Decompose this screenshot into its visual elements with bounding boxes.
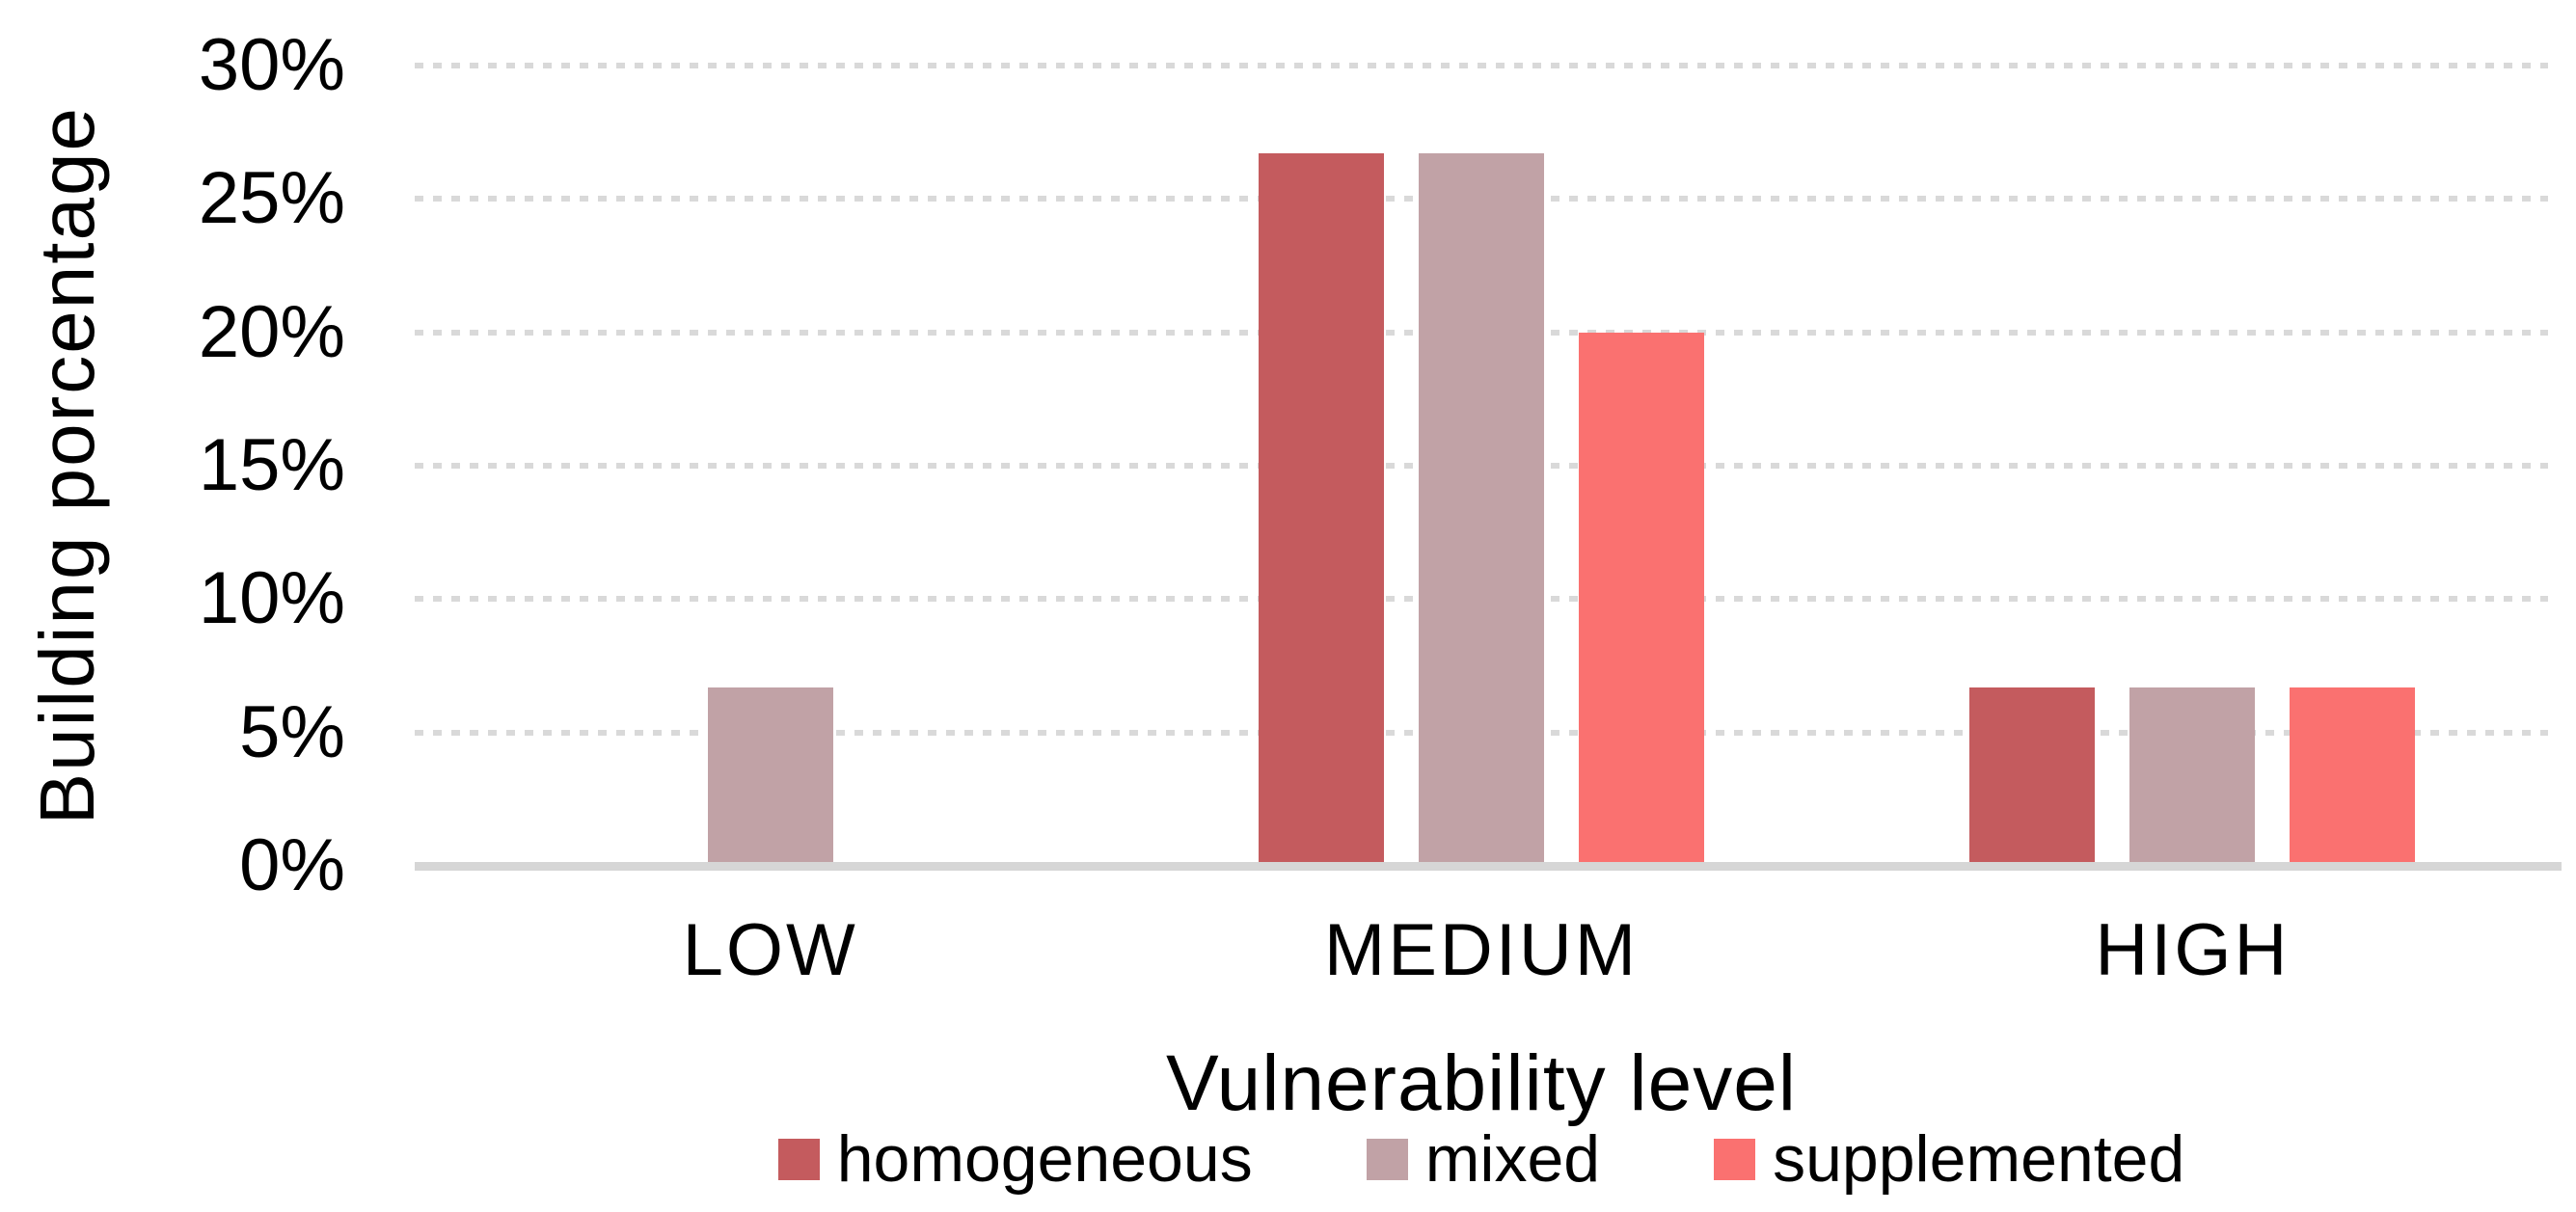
x-axis-title: Vulnerability level xyxy=(1165,1039,1798,1127)
x-category-label-medium: MEDIUM xyxy=(1323,909,1640,991)
legend-item-supplemented: supplemented xyxy=(1714,1126,2184,1192)
legend: homogeneous mixed supplemented xyxy=(415,1126,2548,1192)
x-axis-category-labels: LOW MEDIUM HIGH xyxy=(415,914,2548,1001)
legend-item-homogeneous: homogeneous xyxy=(777,1122,1253,1196)
y-axis-tick-labels: 0% 5% 10% 15% 20% 25% 30% xyxy=(0,0,345,1212)
bar-medium-supplemented xyxy=(1579,332,1704,866)
legend-label-homogeneous: homogeneous xyxy=(836,1122,1253,1196)
bar-high-homogeneous xyxy=(1969,687,2096,866)
legend-swatch-homogeneous xyxy=(777,1138,820,1180)
legend-swatch-mixed xyxy=(1366,1138,1408,1180)
gridline-30pct xyxy=(415,63,2548,68)
y-tick-label-25pct: 25% xyxy=(198,157,345,240)
bar-high-supplemented xyxy=(2290,687,2416,866)
bar-medium-mixed xyxy=(1419,153,1544,866)
y-tick-label-20pct: 20% xyxy=(198,290,345,373)
plot-area xyxy=(415,63,2548,866)
x-category-label-high: HIGH xyxy=(2095,909,2291,991)
legend-label-mixed: mixed xyxy=(1424,1122,1601,1196)
bar-low-mixed xyxy=(707,687,833,866)
legend-swatch-supplemented xyxy=(1714,1138,1756,1180)
y-tick-label-10pct: 10% xyxy=(198,557,345,640)
y-tick-label-30pct: 30% xyxy=(198,24,345,106)
x-category-label-low: LOW xyxy=(682,909,858,991)
y-tick-label-5pct: 5% xyxy=(239,690,345,773)
legend-item-mixed: mixed xyxy=(1366,1122,1601,1196)
x-axis-line xyxy=(415,862,2562,871)
bar-high-mixed xyxy=(2129,687,2256,866)
legend-label-supplemented: supplemented xyxy=(1773,1122,2185,1196)
bar-medium-homogeneous xyxy=(1259,153,1384,866)
y-tick-label-15pct: 15% xyxy=(198,424,345,506)
y-tick-label-0pct: 0% xyxy=(239,824,345,906)
